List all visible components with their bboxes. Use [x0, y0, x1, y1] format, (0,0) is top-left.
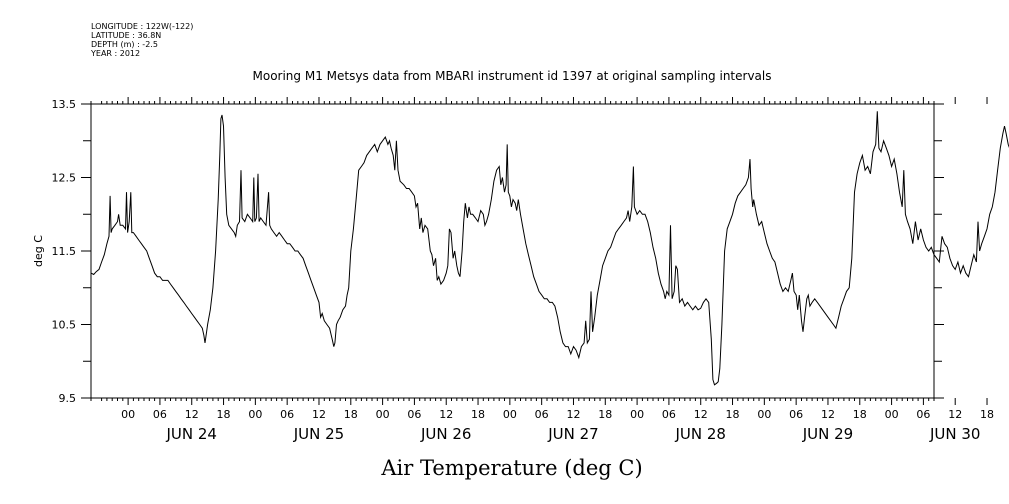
x-day-label: JUN 29 — [802, 425, 853, 443]
x-day-label: JUN 26 — [420, 425, 471, 443]
y-tick-label: 11.5 — [52, 245, 77, 258]
x-tick-label: 12 — [185, 408, 199, 421]
x-tick-label: 06 — [153, 408, 167, 421]
x-minor-ticks — [90, 101, 935, 401]
latitude-text: LATITUDE : 36.8N — [91, 31, 162, 40]
x-day-label: JUN 24 — [165, 425, 216, 443]
x-day-label: JUN 30 — [929, 425, 980, 443]
x-axis-label: Air Temperature (deg C) — [380, 456, 642, 480]
x-tick-label: 06 — [535, 408, 549, 421]
x-tick-label: 06 — [789, 408, 803, 421]
y-axis-label: deg C — [32, 235, 45, 267]
x-tick-label: 18 — [853, 408, 867, 421]
x-day-label: JUN 28 — [674, 425, 725, 443]
y-tick-label: 10.5 — [52, 319, 77, 332]
x-tick-label: 06 — [280, 408, 294, 421]
plot-frame — [90, 103, 935, 399]
x-tick-label: 00 — [376, 408, 390, 421]
y-tick-label: 9.5 — [59, 392, 77, 405]
y-tick-label: 13.5 — [52, 98, 77, 111]
x-tick-label: 12 — [821, 408, 835, 421]
x-day-label: JUN 27 — [547, 425, 598, 443]
x-tick-label: 12 — [948, 408, 962, 421]
x-tick-label: 18 — [471, 408, 485, 421]
x-tick-label: 18 — [217, 408, 231, 421]
x-tick-label: 18 — [598, 408, 612, 421]
x-tick-label: 12 — [694, 408, 708, 421]
x-tick-label: 12 — [566, 408, 580, 421]
longitude-text: LONGITUDE : 122W(-122) — [91, 22, 194, 31]
x-tick-label: 18 — [980, 408, 994, 421]
x-day-label: JUN 25 — [293, 425, 344, 443]
x-tick-label: 12 — [312, 408, 326, 421]
x-tick-label: 00 — [885, 408, 899, 421]
x-tick-label: 18 — [726, 408, 740, 421]
chart-title: Mooring M1 Metsys data from MBARI instru… — [253, 69, 772, 83]
depth-text: DEPTH (m) : -2.5 — [91, 40, 158, 49]
x-tick-label: 06 — [916, 408, 930, 421]
x-tick-label: 00 — [248, 408, 262, 421]
x-tick-label: 00 — [503, 408, 517, 421]
year-text: YEAR : 2012 — [91, 49, 141, 58]
metadata-block: LONGITUDE : 122W(-122) LATITUDE : 36.8N … — [91, 22, 193, 58]
x-tick-label: 06 — [662, 408, 676, 421]
x-tick-label: 00 — [757, 408, 771, 421]
x-tick-label: 06 — [407, 408, 421, 421]
x-tick-label: 12 — [439, 408, 453, 421]
x-tick-label: 18 — [344, 408, 358, 421]
y-tick-label: 12.5 — [52, 172, 77, 185]
x-tick-label: 00 — [121, 408, 135, 421]
x-tick-label: 00 — [630, 408, 644, 421]
axes-group: 00 06 12 18 00 06 12 18 00 06 12 18 00 06 12 18 00 06 12 18… — [52, 97, 994, 443]
series-line — [90, 111, 1009, 386]
